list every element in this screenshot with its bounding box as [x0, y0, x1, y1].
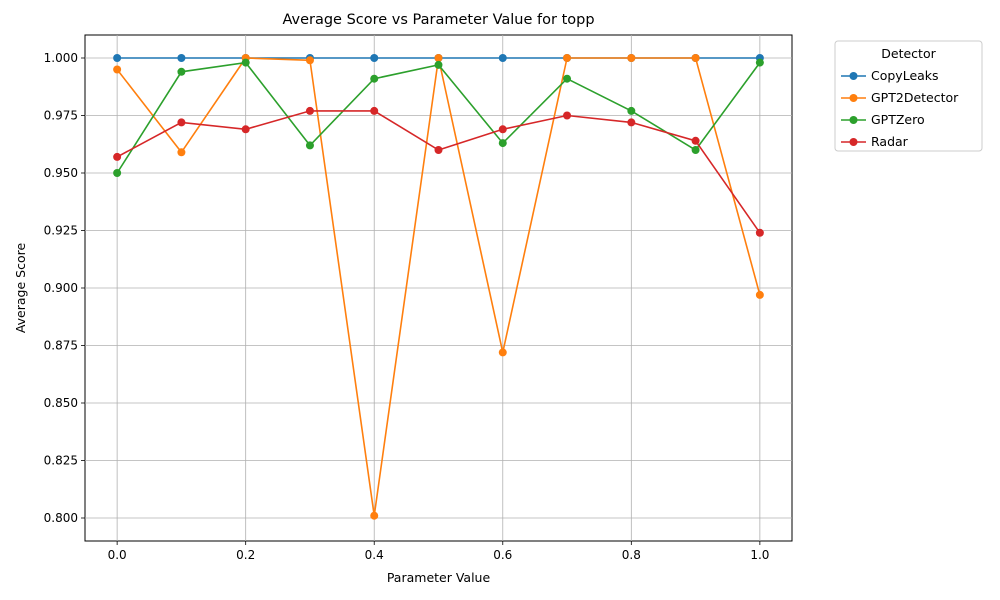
y-tick-label: 0.950	[44, 166, 78, 180]
data-point	[755, 290, 764, 299]
data-point	[113, 152, 122, 161]
grid	[85, 35, 792, 541]
data-point	[563, 111, 572, 120]
legend-swatch-marker	[849, 116, 858, 124]
legend-title: Detector	[881, 46, 936, 61]
data-point	[241, 125, 250, 134]
x-tick-label: 0.4	[365, 548, 384, 562]
legend-label: Radar	[871, 134, 909, 149]
data-point	[691, 136, 700, 145]
x-axis-label: Parameter Value	[387, 570, 491, 585]
data-point	[434, 54, 443, 62]
y-tick-label: 0.850	[44, 396, 78, 410]
x-tick-label: 0.6	[493, 548, 512, 562]
data-point	[113, 65, 122, 74]
data-point	[177, 148, 186, 157]
y-tick-label: 0.925	[44, 224, 78, 238]
data-point	[370, 74, 379, 83]
legend-item-radar: Radar	[841, 134, 909, 149]
data-point	[434, 146, 443, 154]
data-point	[434, 60, 443, 69]
data-point	[241, 58, 250, 67]
y-tick-label: 0.825	[44, 454, 78, 468]
series-layer	[113, 54, 764, 520]
x-tick-label: 0.8	[622, 548, 641, 562]
legend-item-gpt2detector: GPT2Detector	[841, 90, 959, 105]
y-axis: 0.800 0.825 0.850 0.875 0.900 0.925 0.950 0.975…	[44, 51, 85, 525]
data-point	[113, 169, 122, 177]
legend-item-gptzero: GPTZero	[841, 112, 925, 127]
data-point	[691, 54, 700, 62]
legend: Detector CopyLeaks GPT2Detector GPTZero Rad…	[834, 40, 983, 152]
y-tick-label: 0.975	[44, 109, 78, 123]
data-point	[370, 511, 379, 520]
series-line-gptzero	[116, 61, 761, 174]
series-line-radar	[116, 110, 761, 234]
data-point	[370, 54, 379, 62]
legend-label: GPTZero	[871, 112, 925, 127]
data-point	[691, 146, 700, 154]
data-point	[498, 54, 507, 62]
data-point	[755, 228, 764, 237]
data-point	[305, 106, 314, 115]
x-tick-label: 0.2	[236, 548, 255, 562]
data-point	[113, 54, 122, 62]
data-point	[627, 54, 636, 62]
x-tick-label: 0.0	[108, 548, 127, 562]
legend-swatch-marker	[849, 138, 858, 146]
data-point	[177, 54, 186, 62]
data-point	[498, 125, 507, 134]
data-point	[177, 118, 186, 127]
data-point	[563, 74, 572, 83]
x-axis: 0.0 0.2 0.4 0.6 0.8 1.0	[108, 541, 769, 562]
legend-box	[834, 40, 983, 152]
legend-swatch-marker	[849, 72, 858, 80]
data-point	[627, 106, 636, 115]
chart-title: Average Score vs Parameter Value for top…	[282, 12, 594, 28]
legend-label: CopyLeaks	[871, 68, 939, 83]
series-gptzero	[113, 58, 764, 177]
data-point	[755, 58, 764, 67]
y-tick-label: 1.000	[44, 51, 78, 65]
data-point	[370, 106, 379, 115]
legend-swatch-marker	[849, 94, 858, 102]
series-gpt2detector	[113, 54, 764, 520]
legend-item-copyleaks: CopyLeaks	[841, 68, 939, 83]
data-point	[305, 56, 314, 65]
data-point	[305, 141, 314, 150]
series-line-gpt2detector	[116, 57, 761, 516]
y-axis-label: Average Score	[13, 243, 28, 334]
legend-label: GPT2Detector	[871, 90, 959, 105]
y-tick-label: 0.875	[44, 339, 78, 353]
data-point	[177, 67, 186, 76]
y-tick-label: 0.800	[44, 511, 78, 525]
series-radar	[113, 106, 764, 237]
x-tick-label: 1.0	[750, 548, 769, 562]
data-point	[627, 118, 636, 127]
data-point	[498, 348, 507, 357]
y-tick-label: 0.900	[44, 281, 78, 295]
data-point	[498, 139, 507, 148]
data-point	[563, 54, 572, 62]
legend-items: CopyLeaks GPT2Detector GPTZero Radar	[841, 68, 959, 149]
